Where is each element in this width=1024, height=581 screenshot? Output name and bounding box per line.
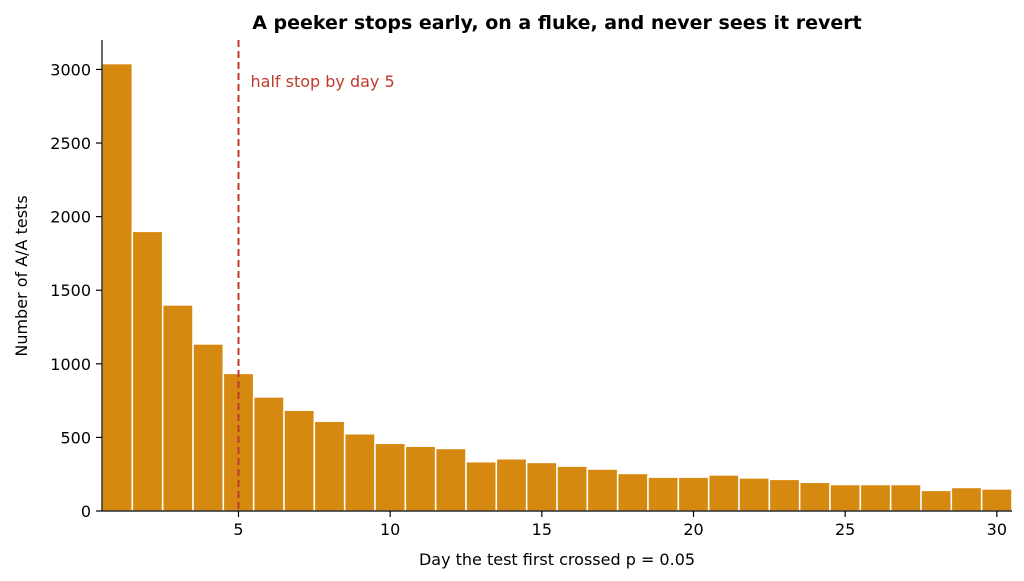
- bar-day-16: [556, 465, 589, 512]
- bar-day-28: [920, 489, 953, 512]
- bar-day-2: [131, 230, 164, 512]
- bar-day-20: [677, 476, 710, 512]
- bar-day-29: [950, 486, 983, 512]
- x-tick-label: 20: [683, 520, 703, 539]
- bar-day-24: [798, 481, 831, 512]
- x-tick-label: 10: [380, 520, 400, 539]
- bar-day-7: [283, 409, 316, 512]
- bar-day-3: [161, 304, 194, 512]
- bar-day-21: [707, 474, 740, 512]
- bar-day-27: [889, 483, 922, 512]
- chart-title: A peeker stops early, on a fluke, and ne…: [252, 12, 862, 34]
- bar-day-30: [980, 488, 1013, 512]
- bar-day-9: [343, 432, 376, 512]
- bar-day-8: [313, 420, 346, 512]
- bars-group: [101, 62, 1013, 512]
- y-tick-label: 500: [60, 428, 91, 447]
- bar-day-11: [404, 445, 437, 512]
- bar-day-1: [101, 62, 134, 512]
- bar-day-12: [434, 447, 467, 512]
- y-tick-label: 0: [81, 502, 91, 521]
- x-tick-label: 15: [532, 520, 552, 539]
- bar-day-22: [738, 477, 771, 512]
- half-stop-annotation: half stop by day 5: [251, 72, 395, 91]
- bar-day-15: [525, 461, 558, 512]
- x-axis-label: Day the test first crossed p = 0.05: [419, 550, 695, 569]
- y-tick-label: 1500: [50, 281, 91, 300]
- y-tick-label: 1000: [50, 355, 91, 374]
- bar-day-14: [495, 457, 528, 512]
- bar-day-19: [647, 476, 680, 512]
- bar-day-4: [192, 343, 225, 512]
- bar-day-18: [616, 472, 649, 512]
- y-tick-label: 2000: [50, 208, 91, 227]
- bar-day-10: [374, 442, 407, 512]
- x-tick-label: 25: [835, 520, 855, 539]
- bar-day-17: [586, 468, 619, 512]
- y-axis-label: Number of A/A tests: [12, 195, 31, 356]
- y-tick-label: 3000: [50, 60, 91, 79]
- bar-day-23: [768, 478, 801, 512]
- bar-day-26: [859, 483, 892, 512]
- x-tick-label: 5: [233, 520, 243, 539]
- bar-day-13: [465, 460, 498, 512]
- bar-day-6: [252, 396, 285, 512]
- y-tick-label: 2500: [50, 134, 91, 153]
- x-tick-label: 30: [987, 520, 1007, 539]
- bar-day-25: [829, 483, 862, 512]
- axes-group: 5 10 15 20 25 30 0 500 1000 1500 2000 2500 3000: [50, 40, 1012, 539]
